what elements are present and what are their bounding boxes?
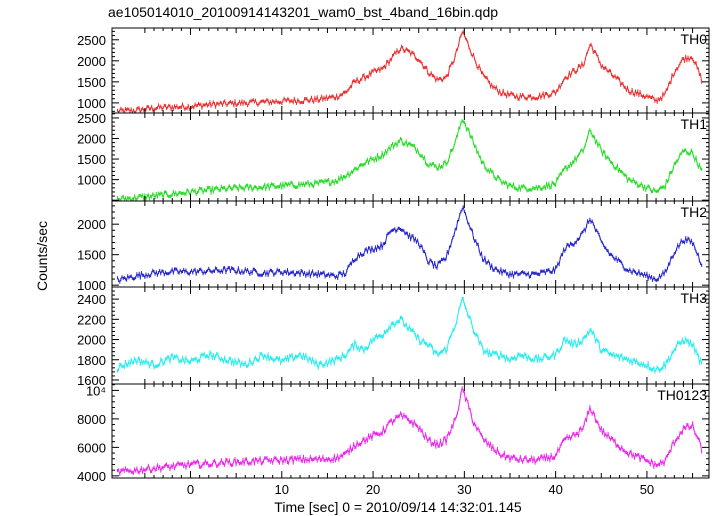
y-tick-label: 10⁴ — [86, 383, 106, 398]
y-tick-label: 2000 — [77, 54, 106, 69]
panel-name-label: TH0123 — [657, 387, 707, 403]
series-line-th3 — [117, 296, 703, 374]
panel-th3: 1600 1800 2000 2200 2400 TH3 — [77, 286, 710, 388]
y-tick-label: 2000 — [77, 333, 106, 348]
x-tick-label: 50 — [640, 482, 654, 497]
y-tick-label: 1000 — [77, 96, 106, 111]
y-tick-label: 2500 — [77, 33, 106, 48]
panel-th0: 1000 1500 2000 2500 TH0 — [77, 27, 710, 114]
panel-name-label: TH1 — [681, 116, 708, 132]
chart-title: ae105014010_20100914143201_wam0_bst_4ban… — [108, 4, 498, 20]
panel-th0123: 4000 6000 8000 10⁴ TH0123 — [77, 383, 710, 484]
y-axis-label: Counts/sec — [34, 221, 50, 291]
y-tick-label: 2500 — [77, 111, 106, 126]
x-tick-label: 40 — [548, 482, 562, 497]
y-tick-label: 1800 — [77, 353, 106, 368]
panel-th1: 1000 1500 2000 2500 TH1 — [77, 111, 710, 202]
y-tick-label: 6000 — [77, 440, 106, 455]
x-tick-label: 30 — [457, 482, 471, 497]
series-line-th0 — [117, 30, 703, 113]
y-tick-label: 2000 — [77, 217, 106, 232]
y-tick-label: 2200 — [77, 312, 106, 327]
y-tick-label: 1500 — [77, 248, 106, 263]
panel-frame — [111, 383, 710, 479]
panel-name-label: TH3 — [681, 290, 708, 306]
x-tick-label: 20 — [366, 482, 380, 497]
y-tick-label: 2000 — [77, 131, 106, 146]
panel-frame — [111, 27, 710, 114]
series-line-th2 — [117, 205, 703, 284]
x-axis-label: Time [sec] 0 = 2010/09/14 14:32:01.145 — [274, 499, 522, 515]
panel-th2: 1000 1500 2000 TH2 — [77, 200, 710, 293]
x-tick-label: 10 — [275, 482, 289, 497]
series-line-th1 — [117, 119, 703, 201]
panel-frame — [111, 200, 710, 288]
y-tick-label: 1600 — [77, 373, 106, 388]
y-tick-label: 1000 — [77, 173, 106, 188]
y-tick-label: 8000 — [77, 412, 106, 427]
y-tick-label: 1500 — [77, 75, 106, 90]
y-tick-label: 1000 — [77, 278, 106, 293]
y-tick-label: 2400 — [77, 292, 106, 307]
panel-name-label: TH2 — [681, 204, 708, 220]
y-tick-label: 4000 — [77, 469, 106, 484]
y-tick-label: 1500 — [77, 152, 106, 167]
series-line-th0123 — [117, 386, 703, 476]
panel-name-label: TH0 — [681, 31, 708, 47]
x-tick-label: 0 — [187, 482, 194, 497]
panel-frame — [111, 286, 710, 385]
